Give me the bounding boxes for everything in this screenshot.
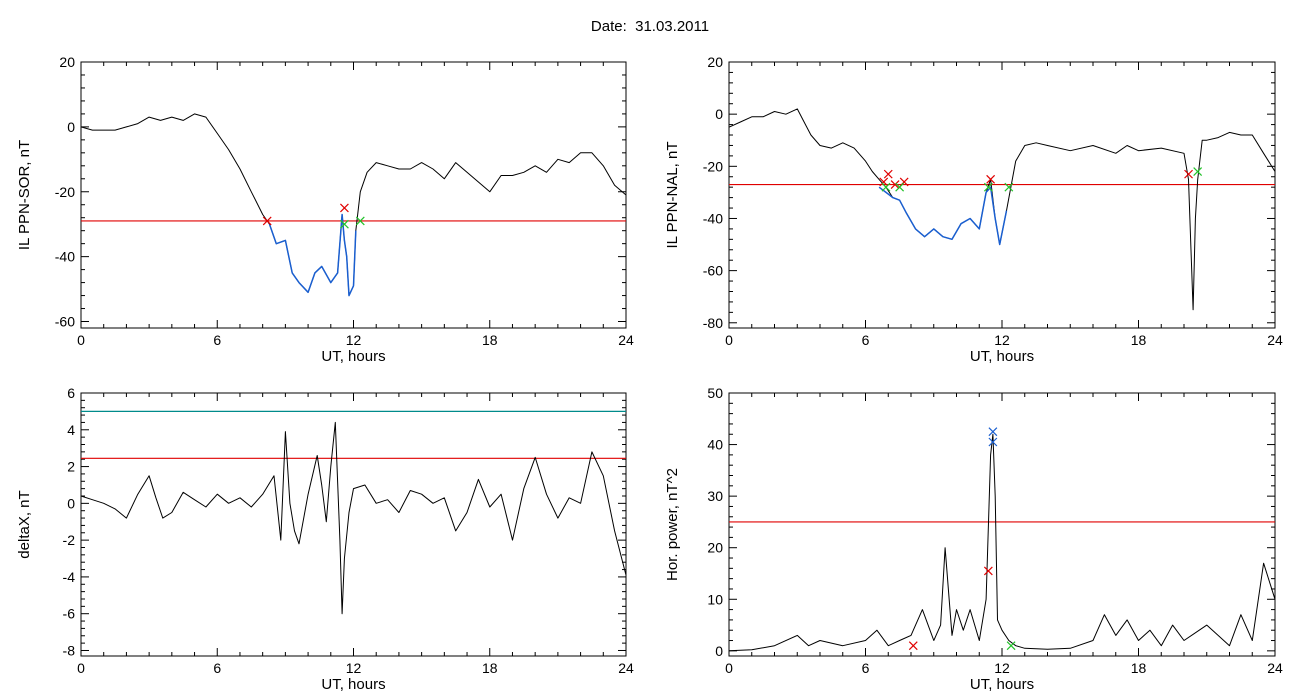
y-tick-label: 20: [707, 54, 723, 70]
x-tick-label: 12: [346, 332, 362, 348]
x-axis-label: UT, hours: [321, 348, 385, 365]
y-tick-label: -40: [55, 249, 75, 265]
series-line-1: [80, 421, 627, 615]
event-marker: [1193, 167, 1203, 176]
x-tick-label: 0: [77, 660, 85, 676]
x-tick-label: 6: [862, 660, 870, 676]
chart-panel-1: 0 6 12 18 24 -60 -40 -20 0 20 UT, hours IL PPN-SOR,…: [16, 54, 634, 365]
y-axis-label: IL PPN-NAL, nT: [664, 142, 681, 249]
event-marker: [988, 437, 998, 447]
series-line-2: [268, 213, 357, 297]
event-marker: [883, 169, 893, 179]
y-tick-label: 10: [707, 591, 723, 607]
event-marker: [879, 177, 889, 187]
y-tick-label: -20: [55, 184, 75, 200]
x-tick-label: 12: [994, 660, 1010, 676]
chart-panel-4: 0 6 12 18 24 0 10 20 30 40 50 UT, hours Hor. power, …: [664, 385, 1283, 693]
y-tick-label: 40: [707, 437, 723, 453]
y-tick-label: -8: [63, 642, 76, 658]
event-marker: [986, 174, 996, 184]
x-tick-label: 6: [213, 660, 221, 676]
event-marker: [890, 180, 900, 189]
x-tick-label: 18: [482, 660, 498, 676]
plot-frame: [728, 392, 1276, 657]
event-marker: [262, 216, 272, 226]
x-tick-label: 24: [1267, 660, 1283, 676]
series-line-1: [728, 108, 1276, 311]
x-tick-label: 18: [1131, 332, 1147, 348]
x-axis-label: UT, hours: [970, 676, 1034, 693]
y-tick-label: 0: [715, 106, 723, 122]
x-tick-label: 6: [862, 332, 870, 348]
event-marker: [1006, 641, 1016, 651]
y-axis-label: deltaX, nT: [16, 490, 33, 558]
event-marker: [983, 566, 993, 576]
x-tick-label: 6: [213, 332, 221, 348]
y-tick-label: -6: [63, 606, 76, 622]
y-tick-label: 2: [67, 459, 75, 475]
y-tick-label: -2: [63, 532, 76, 548]
y-tick-label: 50: [707, 385, 723, 401]
x-tick-label: 24: [618, 332, 634, 348]
y-tick-label: 20: [59, 54, 75, 70]
event-marker: [908, 641, 918, 651]
x-axis-label: UT, hours: [321, 676, 385, 693]
y-tick-label: 4: [67, 422, 75, 438]
y-tick-label: 6: [67, 385, 75, 401]
event-marker: [355, 216, 365, 226]
x-tick-label: 0: [77, 332, 85, 348]
y-tick-label: -60: [55, 314, 75, 330]
y-tick-label: -60: [703, 263, 723, 279]
event-marker: [1184, 169, 1193, 179]
plot-frame: [80, 61, 627, 329]
event-marker: [1004, 182, 1014, 192]
y-tick-label: -80: [703, 315, 723, 331]
event-marker: [988, 427, 998, 437]
y-tick-label: -20: [703, 158, 723, 174]
x-tick-label: 18: [482, 332, 498, 348]
event-marker: [881, 182, 891, 192]
y-tick-label: -40: [703, 210, 723, 226]
series-line-2: [878, 186, 1008, 246]
chart-panel-2: 0 6 12 18 24 -80 -60 -40 -20 0 20 UT, hours IL PPN-N…: [664, 54, 1283, 365]
x-tick-label: 24: [1267, 332, 1283, 348]
event-marker: [339, 203, 349, 213]
x-axis-label: UT, hours: [970, 348, 1034, 365]
x-tick-label: 18: [1131, 660, 1147, 676]
y-tick-label: 20: [707, 540, 723, 556]
x-tick-label: 12: [994, 332, 1010, 348]
x-tick-label: 12: [346, 660, 362, 676]
event-marker: [895, 182, 905, 192]
y-tick-label: 30: [707, 488, 723, 504]
y-tick-label: -4: [63, 569, 76, 585]
page-title: Date: 31.03.2011: [590, 18, 710, 35]
x-tick-label: 0: [725, 660, 733, 676]
plot-frame: [80, 392, 627, 657]
event-marker: [339, 219, 349, 229]
plot-frame: [728, 61, 1276, 329]
x-tick-label: 0: [725, 332, 733, 348]
event-marker: [983, 182, 993, 192]
y-tick-label: 0: [715, 643, 723, 659]
y-axis-label: Hor. power, nT^2: [664, 468, 681, 581]
x-tick-label: 24: [618, 660, 634, 676]
series-line-1: [728, 433, 1276, 652]
y-tick-label: 0: [67, 495, 75, 511]
y-tick-label: 0: [67, 119, 75, 135]
y-axis-label: IL PPN-SOR, nT: [16, 140, 33, 250]
